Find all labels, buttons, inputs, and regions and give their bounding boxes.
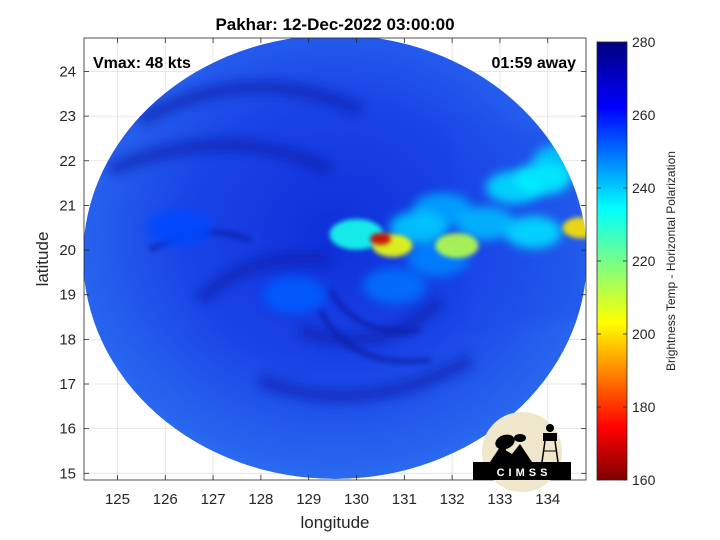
y-tick-label: 23 [59, 108, 76, 125]
y-tick-label: 21 [59, 197, 76, 214]
feature-blob [562, 217, 586, 239]
x-tick-label: 129 [296, 491, 321, 508]
colorbar-tick-label: 240 [632, 180, 656, 196]
vmax-annotation: Vmax: 48 kts [93, 55, 191, 72]
colorbar-tick-label: 260 [632, 107, 656, 123]
feature-blob [456, 206, 516, 241]
feature-blob [329, 219, 384, 250]
x-axis-label: longitude [300, 513, 369, 532]
colorbar-label: Brightness Temp - Horizontal Polarizatio… [664, 151, 678, 371]
y-tick-label: 20 [59, 242, 76, 259]
x-tick-label: 130 [344, 491, 369, 508]
microwave-swath [84, 38, 586, 479]
y-tick-label: 17 [59, 376, 76, 393]
x-tick-label: 132 [440, 491, 465, 508]
x-tick-label: 127 [201, 491, 226, 508]
y-tick-label: 24 [59, 63, 76, 80]
colorbar [596, 41, 628, 481]
feature-blob [369, 232, 391, 245]
x-axis: 125 126 127 128 129 130 131 132 133 134 [105, 38, 560, 508]
colorbar-tick-label: 160 [632, 472, 656, 488]
y-tick-label: 22 [59, 153, 76, 170]
cimss-logo: CIMSS [473, 412, 571, 492]
x-tick-label: 133 [487, 491, 512, 508]
feature-blob [147, 209, 213, 247]
time-away-annotation: 01:59 away [491, 55, 576, 72]
feature-blob [389, 211, 448, 245]
x-tick-label: 134 [535, 491, 560, 508]
feature-blob [363, 267, 427, 304]
y-tick-label: 18 [59, 331, 76, 348]
y-tick-label: 15 [59, 465, 76, 482]
feature-blob [435, 233, 479, 259]
axes-box [83, 37, 587, 481]
x-tick-label: 128 [248, 491, 273, 508]
colorbar-tick-label: 180 [632, 399, 656, 415]
colorbar-tick-label: 220 [632, 253, 656, 269]
x-tick-label: 125 [105, 491, 130, 508]
x-tick-label: 126 [153, 491, 178, 508]
feature-blob [515, 162, 571, 195]
y-tick-label: 19 [59, 287, 76, 304]
y-axis-label: latitude [33, 232, 52, 287]
y-tick-label: 16 [59, 421, 76, 438]
colorbar-tick-label: 280 [632, 34, 656, 50]
colorbar-ticks: 160 180 200 220 240 260 280 [597, 34, 656, 488]
x-tick-label: 131 [392, 491, 417, 508]
feature-blob [504, 215, 562, 249]
chart-title: Pakhar: 12-Dec-2022 03:00:00 [215, 15, 454, 34]
logo-text: CIMSS [497, 467, 552, 479]
feature-blob [262, 276, 327, 314]
colorbar-tick-label: 200 [632, 326, 656, 342]
y-axis: 15 16 17 18 19 20 21 22 23 24 [59, 63, 586, 482]
